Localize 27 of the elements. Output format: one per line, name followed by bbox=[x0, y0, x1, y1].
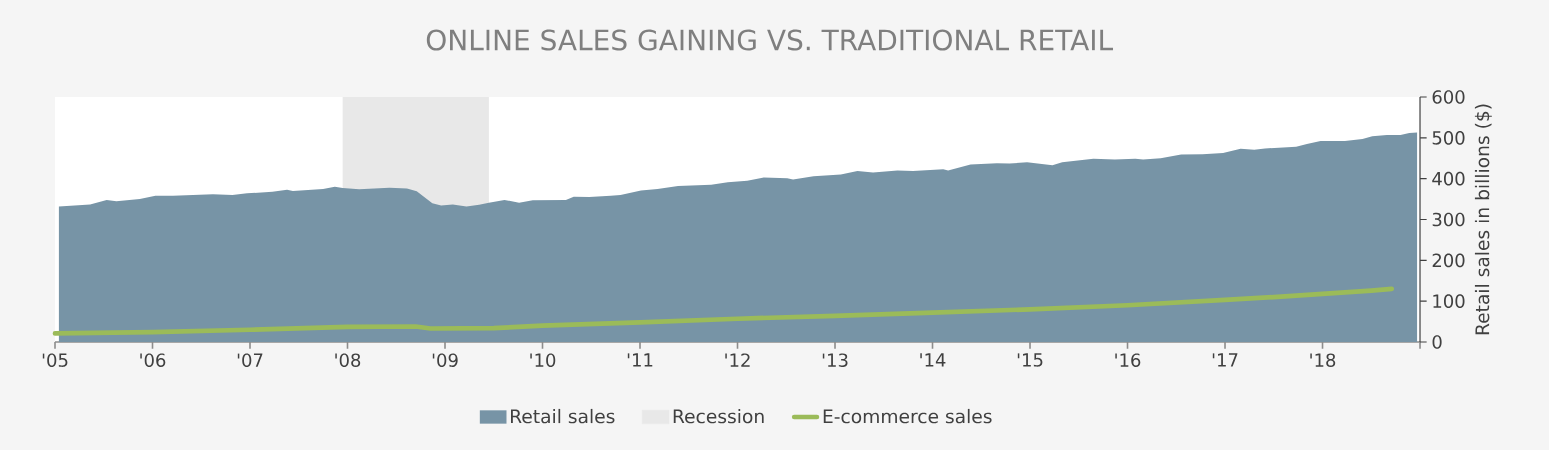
x-tick-label: '11 bbox=[627, 353, 653, 367]
x-tick-label: '14 bbox=[920, 353, 946, 367]
x-tick-label: '06 bbox=[140, 353, 166, 367]
x-tick-label: '17 bbox=[1212, 353, 1238, 367]
line-series bbox=[52, 286, 1395, 336]
y-tick-label: 100 bbox=[1433, 294, 1465, 308]
y-tick-label: 400 bbox=[1432, 171, 1465, 186]
x-tick-label: '12 bbox=[725, 353, 750, 367]
legend-label: Retail sales bbox=[511, 408, 615, 424]
legend-label: E-commerce sales bbox=[823, 408, 992, 424]
y-tick-label: 200 bbox=[1432, 253, 1465, 268]
x-tick-label: '09 bbox=[432, 353, 458, 367]
x-tick-label: '18 bbox=[1310, 353, 1336, 367]
x-tick-label: '13 bbox=[822, 353, 848, 367]
x-tick-label: '05 bbox=[42, 353, 68, 367]
y-tick-label: 600 bbox=[1432, 90, 1465, 104]
x-tick-label: '16 bbox=[1115, 353, 1141, 367]
y-tick-label: 500 bbox=[1432, 131, 1465, 145]
y-tick-label: 300 bbox=[1432, 212, 1465, 227]
legend-label: Recession bbox=[673, 408, 764, 424]
y-tick-label: 0 bbox=[1432, 335, 1442, 349]
y-axis-title: Retail sales in billions ($) bbox=[1474, 104, 1492, 335]
x-tick-label: '08 bbox=[335, 353, 361, 367]
x-tick-label: '07 bbox=[237, 353, 263, 367]
x-tick-label: '15 bbox=[1017, 353, 1043, 367]
chart-title: ONLINE SALES GAINING VS. TRADITIONAL RETAIL bbox=[426, 29, 1114, 51]
x-tick-label: '10 bbox=[530, 353, 556, 367]
